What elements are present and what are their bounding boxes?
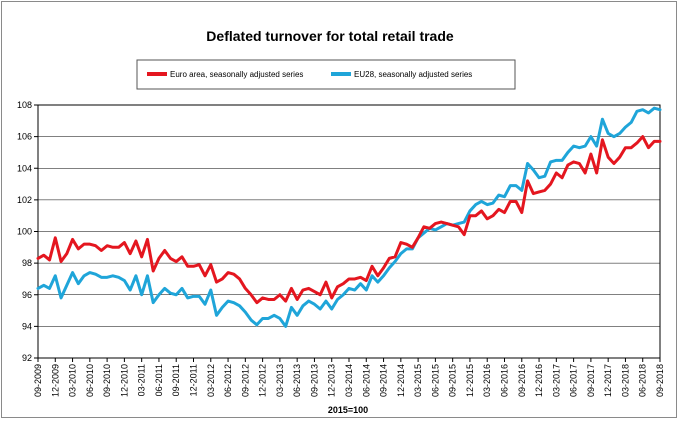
- x-tick-label: 03-2012: [206, 364, 216, 397]
- x-tick-label: 09-2018: [655, 364, 665, 397]
- legend-label-euro-area: Euro area, seasonally adjusted series: [170, 70, 303, 79]
- legend: Euro area, seasonally adjusted series EU…: [136, 59, 516, 90]
- x-tick-label: 06-2014: [361, 364, 371, 397]
- x-tick-label: 09-2012: [240, 364, 250, 397]
- x-tick-label: 06-2017: [569, 364, 579, 397]
- x-tick-label: 09-2013: [309, 364, 319, 397]
- x-tick-label: 06-2018: [638, 364, 648, 397]
- series-line-euro-area: [36, 135, 662, 305]
- x-tick-label: 09-2015: [448, 364, 458, 397]
- x-tick-label: 12-2010: [119, 364, 129, 397]
- x-tick-label: 03-2017: [551, 364, 561, 397]
- y-axis-ticks: 92 94 96 98 100 102 104 106 108: [17, 100, 38, 363]
- x-tick-label: 12-2016: [534, 364, 544, 397]
- x-tick-label: 12-2009: [50, 364, 60, 397]
- x-axis-label: 2015=100: [328, 405, 368, 415]
- x-tick-label: 03-2011: [137, 364, 147, 396]
- x-tick-label: 06-2015: [430, 364, 440, 397]
- series-lines: [36, 106, 662, 328]
- x-tick-label: 06-2013: [292, 364, 302, 397]
- x-tick-label: 06-2012: [223, 364, 233, 397]
- x-tick-label: 09-2016: [517, 364, 527, 397]
- y-tick-label: 96: [22, 290, 32, 300]
- x-tick-label: 09-2017: [586, 364, 596, 397]
- x-tick-label: 09-2009: [33, 364, 43, 397]
- legend-label-eu28: EU28, seasonally adjusted series: [354, 70, 472, 79]
- x-axis-ticks: 09-2009 12-2009 03-2010 06-2010 09-2010 12-20…: [33, 358, 665, 397]
- x-tick-label: 06-2016: [500, 364, 510, 397]
- x-tick-label: 03-2015: [413, 364, 423, 397]
- x-tick-label: 12-2012: [258, 364, 268, 397]
- y-tick-label: 102: [17, 195, 32, 205]
- x-tick-label: 12-2017: [603, 364, 613, 397]
- y-tick-label: 106: [17, 132, 32, 142]
- x-tick-label: 09-2014: [379, 364, 389, 397]
- y-tick-label: 92: [22, 353, 32, 363]
- x-tick-label: 03-2014: [344, 364, 354, 397]
- x-tick-label: 03-2013: [275, 364, 285, 397]
- y-tick-label: 100: [17, 227, 32, 237]
- series-line-eu28: [36, 106, 662, 328]
- x-tick-label: 03-2018: [620, 364, 630, 397]
- x-tick-label: 03-2016: [482, 364, 492, 397]
- chart-title: Deflated turnover for total retail trade: [206, 28, 454, 44]
- x-tick-label: 06-2010: [85, 364, 95, 397]
- x-tick-label: 12-2011: [189, 364, 199, 396]
- gridlines: [38, 104, 660, 359]
- x-tick-label: 03-2010: [68, 364, 78, 397]
- legend-box: [136, 59, 516, 90]
- x-tick-label: 12-2015: [465, 364, 475, 397]
- x-tick-label: 09-2010: [102, 364, 112, 397]
- x-tick-label: 12-2014: [396, 364, 406, 397]
- y-tick-label: 104: [17, 163, 32, 173]
- y-tick-label: 94: [22, 321, 32, 331]
- x-tick-label: 09-2011: [171, 364, 181, 396]
- y-tick-label: 98: [22, 258, 32, 268]
- plot-area-border: [37, 104, 661, 359]
- x-tick-label: 12-2013: [327, 364, 337, 397]
- x-tick-label: 06-2011: [154, 364, 164, 396]
- y-tick-label: 108: [17, 100, 32, 110]
